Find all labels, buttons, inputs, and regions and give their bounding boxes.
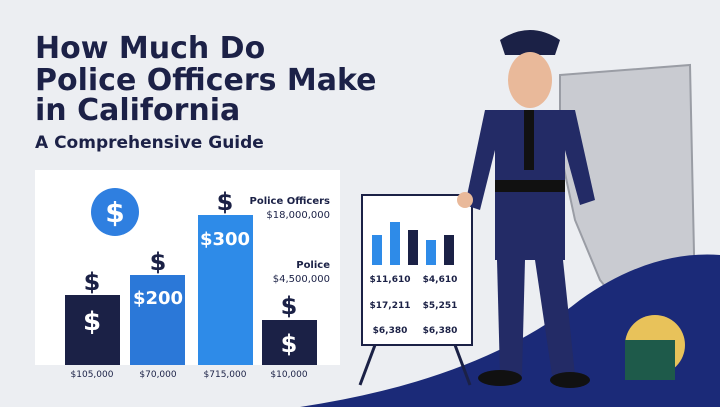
board-bar (426, 240, 436, 265)
dollar-icon: $ (281, 292, 298, 320)
easel-leg (358, 344, 377, 386)
board-bar (444, 235, 454, 265)
police-officer (457, 30, 595, 388)
legend-value: $18,000,000 (266, 210, 330, 221)
bar-label: $200 (133, 288, 183, 309)
dollar-icon: $ (105, 196, 124, 229)
board-bar (390, 222, 400, 265)
board (361, 194, 473, 346)
board-value: $6,380 (423, 326, 458, 336)
subtitle: A Comprehensive Guide (35, 133, 264, 153)
flag (625, 340, 675, 380)
x-label: $715,000 (204, 370, 247, 380)
wave (300, 254, 720, 407)
board-value: $4,610 (423, 275, 458, 285)
legend-name: Police (296, 260, 330, 271)
dollar-icon: $ (217, 188, 234, 216)
board-value: $17,211 (370, 301, 411, 311)
bar-label: $300 (200, 229, 250, 250)
board-bar (372, 235, 382, 265)
title-line: How Much Do (35, 31, 265, 66)
bar (198, 215, 253, 365)
dollar-icon: $ (84, 268, 101, 296)
bar (262, 320, 317, 365)
legend-name: Police Officers (250, 196, 331, 207)
x-label: $70,000 (139, 370, 176, 380)
dollar-icon: $ (83, 307, 101, 337)
bar (65, 295, 120, 365)
board-value: $6,380 (373, 326, 408, 336)
dollar-icon: $ (150, 248, 167, 276)
board-bar (408, 230, 418, 265)
board-value: $11,610 (370, 275, 411, 285)
board-value: $5,251 (423, 301, 458, 311)
x-label: $105,000 (71, 370, 114, 380)
title-line: in California (35, 93, 240, 128)
x-label: $10,000 (270, 370, 307, 380)
legend-value: $4,500,000 (273, 274, 330, 285)
title-line: Police Officers Make (35, 63, 377, 98)
easel-leg (453, 344, 472, 386)
dollar-icon: $ (281, 330, 298, 358)
bar (130, 275, 185, 365)
dollar-badge (91, 188, 139, 236)
